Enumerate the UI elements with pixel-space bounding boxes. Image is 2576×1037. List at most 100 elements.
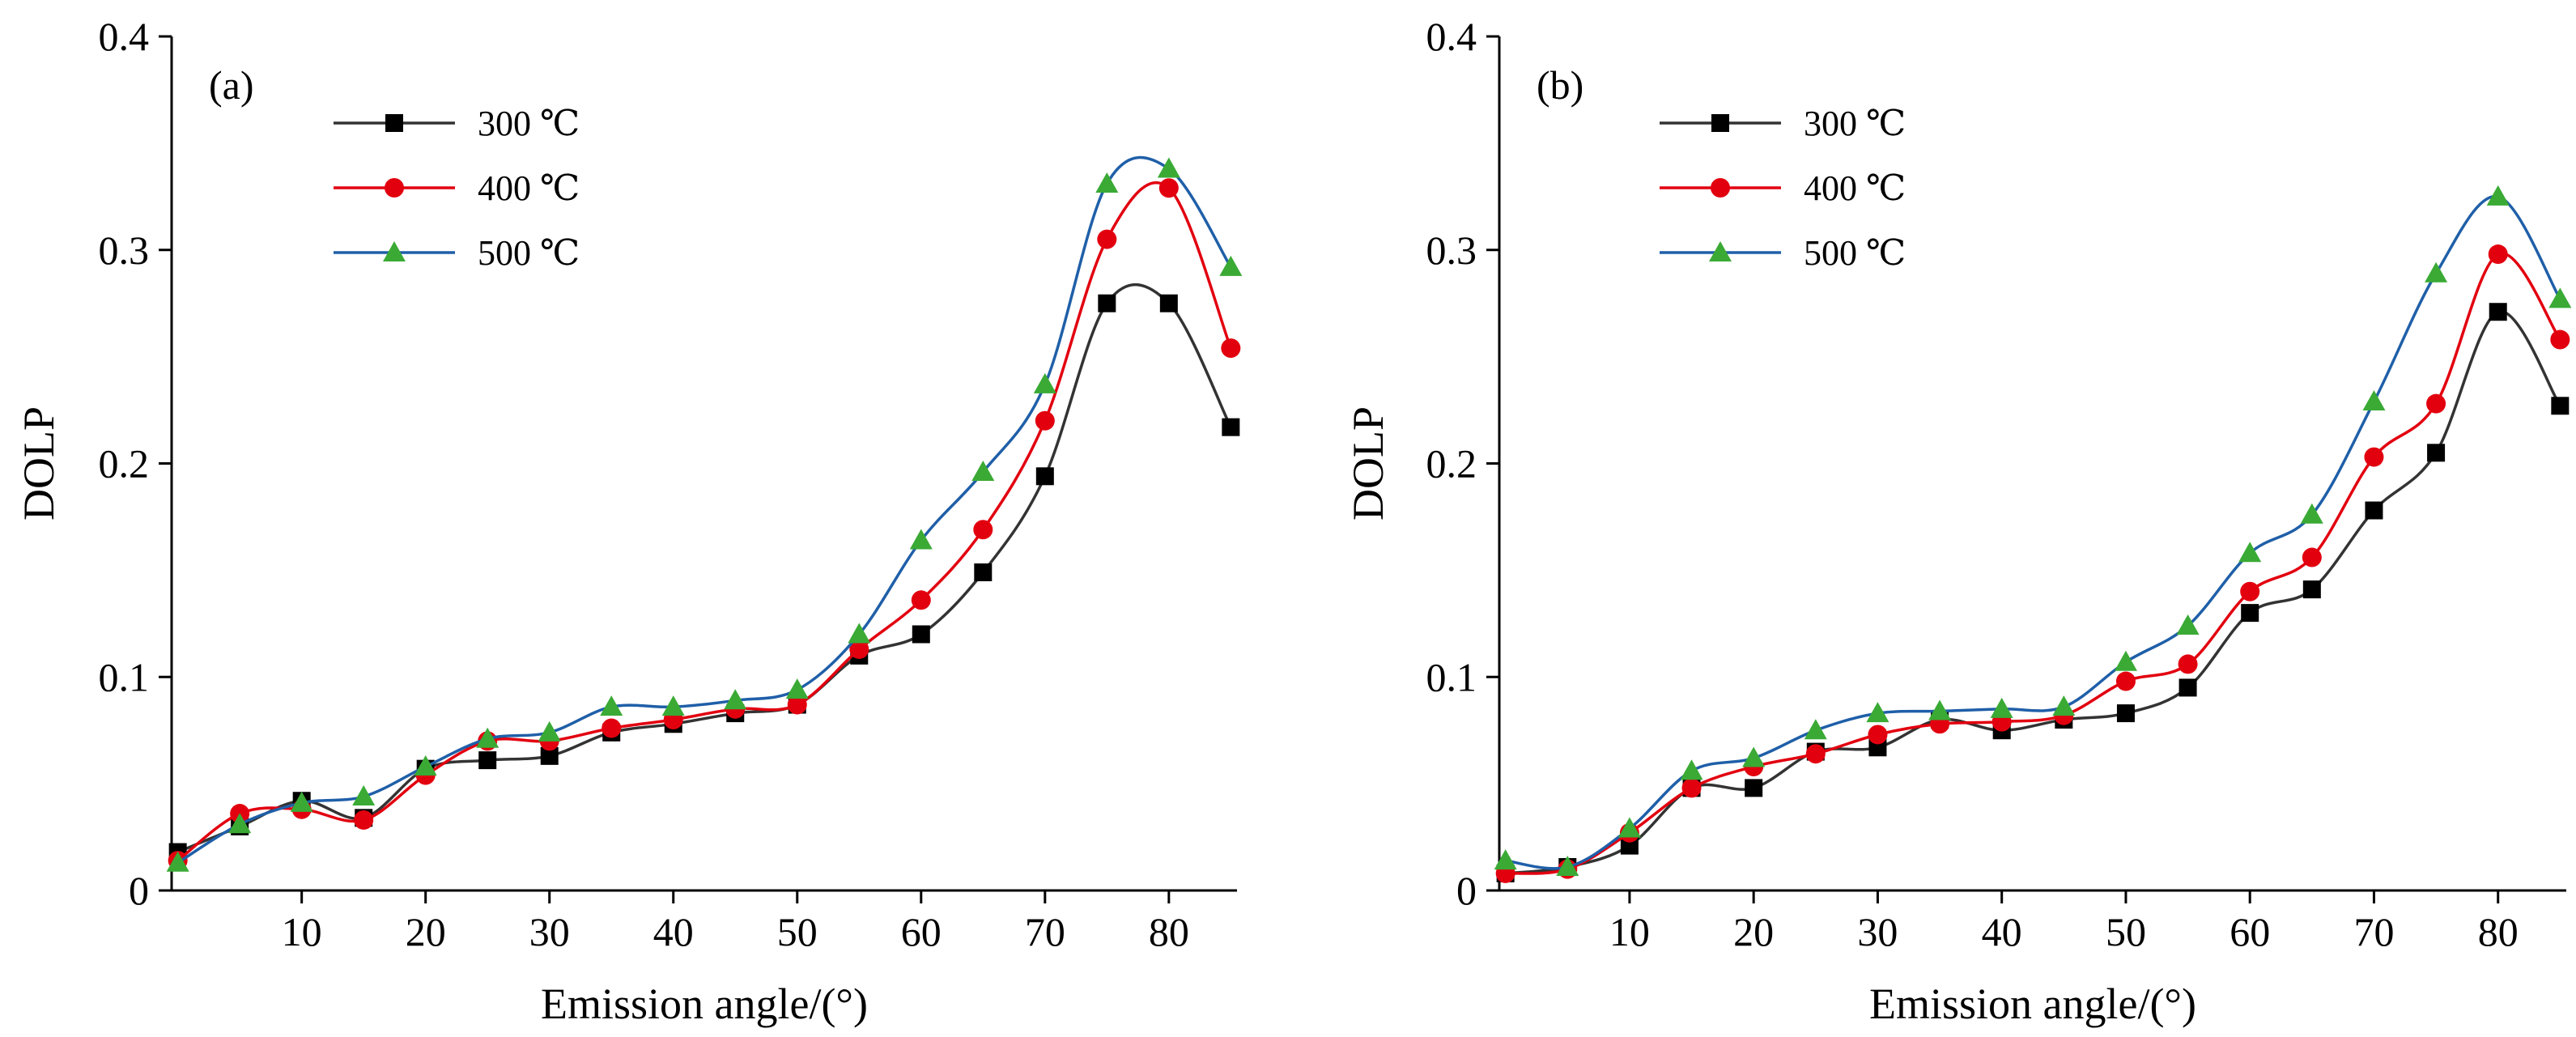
data-point xyxy=(2241,604,2259,623)
data-point xyxy=(540,746,559,765)
data-point xyxy=(352,784,376,805)
panel-a: 0 0.1 0.2 0.3 0.4 10 20 30 40 50 60 70 80 Emission an… xyxy=(15,14,1243,1028)
data-point xyxy=(538,720,561,742)
data-point xyxy=(601,718,622,738)
legend-label: 400 ℃ xyxy=(1804,168,1906,208)
data-point xyxy=(724,689,747,710)
y-tick-label: 0.3 xyxy=(1426,227,1477,273)
legend-label: 300 ℃ xyxy=(478,104,580,143)
data-point xyxy=(1097,229,1117,249)
data-point xyxy=(2238,542,2262,563)
data-point xyxy=(1494,849,1517,870)
data-point xyxy=(478,751,497,770)
y-tick-label: 0 xyxy=(1456,868,1477,913)
x-axis-title: Emission angle/(°) xyxy=(541,980,868,1028)
y-tick-label: 0.2 xyxy=(1426,441,1477,487)
data-point xyxy=(2116,704,2135,723)
data-point xyxy=(476,727,499,748)
data-point xyxy=(2300,503,2323,524)
data-point xyxy=(2364,447,2384,467)
legend-marker xyxy=(383,241,406,261)
data-point xyxy=(2179,678,2197,697)
legend-label: 500 ℃ xyxy=(1804,233,1906,273)
x-tick-label: 60 xyxy=(2230,909,2270,954)
data-point xyxy=(1159,294,1178,312)
data-point xyxy=(1222,418,1240,436)
data-point xyxy=(1745,779,1763,797)
series-line xyxy=(1505,310,2561,875)
data-point xyxy=(2489,303,2507,321)
data-point xyxy=(1928,699,1952,720)
data-point xyxy=(971,461,995,482)
x-tick-label: 50 xyxy=(777,909,818,954)
data-point xyxy=(414,755,437,776)
x-tick-label: 40 xyxy=(653,909,694,954)
data-point xyxy=(2362,390,2386,411)
data-point xyxy=(848,623,871,644)
data-point xyxy=(1158,178,1179,198)
data-point xyxy=(1035,410,1055,431)
data-point xyxy=(2365,501,2383,520)
data-point xyxy=(912,625,930,644)
y-tick-label: 0.3 xyxy=(99,227,150,273)
legend-label: 500 ℃ xyxy=(478,233,580,273)
data-point xyxy=(909,529,933,550)
data-point xyxy=(2114,650,2137,671)
data-point xyxy=(974,563,993,582)
data-point xyxy=(2550,329,2570,350)
data-point xyxy=(228,813,252,834)
y-tick-label: 0 xyxy=(129,868,149,913)
x-tick-label: 70 xyxy=(1025,909,1065,954)
series-line xyxy=(176,181,1232,862)
data-point xyxy=(1095,172,1119,193)
data-point xyxy=(1868,725,1888,745)
data-point xyxy=(1221,338,1241,359)
x-tick-label: 80 xyxy=(2478,909,2519,954)
data-point xyxy=(600,695,623,716)
legend-label: 400 ℃ xyxy=(478,168,580,208)
data-point xyxy=(1556,855,1579,876)
data-point xyxy=(1866,702,1889,723)
panel-b: 0 0.1 0.2 0.3 0.4 10 20 30 40 50 60 70 80 Emission an… xyxy=(1344,14,2572,1028)
x-axis-title: Emission angle/(°) xyxy=(1869,980,2196,1028)
data-point xyxy=(2240,581,2260,601)
panel-label: (a) xyxy=(209,62,254,108)
data-point xyxy=(1680,759,1703,780)
data-point xyxy=(1805,744,1826,764)
data-point xyxy=(2426,393,2446,414)
data-point xyxy=(1681,778,1702,798)
data-point xyxy=(787,695,807,715)
data-point xyxy=(2486,185,2510,206)
data-point xyxy=(1157,157,1180,178)
x-tick-label: 30 xyxy=(1857,909,1898,954)
data-point xyxy=(785,678,809,699)
series-line xyxy=(1505,194,2561,870)
y-tick-label: 0.4 xyxy=(1426,14,1477,59)
y-tick-label: 0.4 xyxy=(99,14,150,59)
data-point xyxy=(1035,467,1054,486)
data-point xyxy=(2488,244,2508,265)
legend-marker xyxy=(1709,241,1732,261)
x-tick-label: 70 xyxy=(2353,909,2394,954)
data-point xyxy=(2548,287,2572,308)
x-tick-label: 20 xyxy=(406,909,446,954)
data-point xyxy=(2425,261,2448,283)
data-point xyxy=(1990,697,2013,718)
y-tick-label: 0.1 xyxy=(99,654,150,699)
data-point xyxy=(2302,580,2321,599)
data-point xyxy=(849,639,869,659)
legend-label: 300 ℃ xyxy=(1804,104,1906,143)
data-point xyxy=(973,520,993,540)
data-point xyxy=(1033,372,1056,393)
legend-marker xyxy=(1711,178,1730,198)
data-point xyxy=(2052,695,2076,716)
x-tick-label: 40 xyxy=(1982,909,2022,954)
data-point xyxy=(2178,654,2198,674)
series-line xyxy=(1505,252,2561,875)
legend-marker xyxy=(1711,114,1729,132)
data-point xyxy=(2427,444,2446,462)
data-point xyxy=(661,695,685,716)
y-tick-label: 0.1 xyxy=(1426,654,1477,699)
legend-marker xyxy=(385,178,404,198)
series-line xyxy=(177,283,1232,854)
